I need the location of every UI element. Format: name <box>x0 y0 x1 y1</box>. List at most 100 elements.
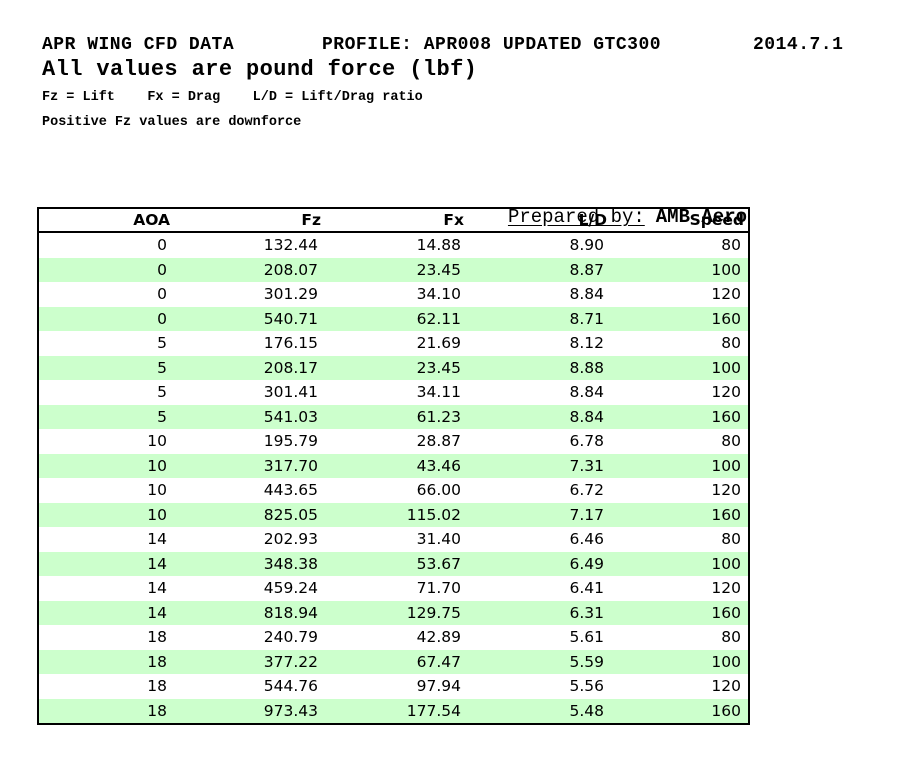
cell-ld: 8.71 <box>569 309 604 328</box>
cell-aoa: 5 <box>157 407 167 426</box>
table-row: 0 132.44 14.88 8.90 80 <box>38 232 749 258</box>
cell-speed: 160 <box>711 603 741 622</box>
cell-aoa: 14 <box>147 554 167 573</box>
cell-speed: 120 <box>711 383 741 402</box>
cell-aoa: 14 <box>147 579 167 598</box>
cell-speed: 80 <box>721 530 741 549</box>
column-header-aoa: AOA <box>38 208 174 233</box>
cell-aoa: 5 <box>157 358 167 377</box>
table-row: 0 208.07 23.45 8.87 100 <box>38 257 749 282</box>
cell-ld: 6.72 <box>569 481 604 500</box>
table-row: 18 377.22 67.47 5.59 100 <box>38 649 749 674</box>
cell-fz: 825.05 <box>263 505 318 524</box>
cell-aoa: 10 <box>147 481 167 500</box>
column-header-fx: Fx <box>325 208 468 233</box>
cell-fz: 540.71 <box>263 309 318 328</box>
cell-fz: 544.76 <box>263 677 318 696</box>
table-row: 5 176.15 21.69 8.12 80 <box>38 331 749 356</box>
cell-speed: 100 <box>711 358 741 377</box>
cell-ld: 6.78 <box>569 432 604 451</box>
profile-label: PROFILE: APR008 UPDATED GTC300 <box>322 35 662 55</box>
cell-fx: 43.46 <box>416 456 461 475</box>
note-line: Positive Fz values are downforce <box>42 115 302 130</box>
table-row: 0 301.29 34.10 8.84 120 <box>38 282 749 307</box>
cell-fz: 208.17 <box>263 358 318 377</box>
cell-speed: 160 <box>711 701 741 720</box>
cell-aoa: 18 <box>147 701 167 720</box>
subtitle: All values are pound force (lbf) <box>42 57 478 82</box>
cell-fx: 21.69 <box>416 334 461 353</box>
cell-aoa: 18 <box>147 628 167 647</box>
cell-ld: 8.84 <box>569 285 604 304</box>
cell-fx: 28.87 <box>416 432 461 451</box>
cell-speed: 120 <box>711 285 741 304</box>
cell-aoa: 10 <box>147 505 167 524</box>
cell-aoa: 14 <box>147 530 167 549</box>
report-title: APR WING CFD DATA <box>42 35 235 55</box>
cell-ld: 8.87 <box>569 260 604 279</box>
cell-fz: 240.79 <box>263 628 318 647</box>
cell-speed: 120 <box>711 481 741 500</box>
cell-ld: 8.88 <box>569 358 604 377</box>
table-row: 10 825.05 115.02 7.17 160 <box>38 502 749 527</box>
cell-fz: 348.38 <box>263 554 318 573</box>
cell-aoa: 14 <box>147 603 167 622</box>
cell-ld: 6.31 <box>569 603 604 622</box>
cell-fx: 71.70 <box>416 579 461 598</box>
table-row: 5 208.17 23.45 8.88 100 <box>38 355 749 380</box>
cell-fx: 67.47 <box>416 652 461 671</box>
table-row: 0 540.71 62.11 8.71 160 <box>38 306 749 331</box>
cell-aoa: 0 <box>157 285 167 304</box>
cell-fz: 132.44 <box>263 236 318 255</box>
cell-fx: 34.11 <box>416 383 461 402</box>
cell-ld: 6.49 <box>569 554 604 573</box>
cell-speed: 120 <box>711 677 741 696</box>
cell-ld: 6.46 <box>569 530 604 549</box>
cell-fz: 973.43 <box>263 701 318 720</box>
cell-fx: 23.45 <box>416 358 461 377</box>
version-date: 2014.7.1 <box>753 35 844 55</box>
column-header-fz: Fz <box>174 208 325 233</box>
cell-aoa: 0 <box>157 236 167 255</box>
table-row: 10 443.65 66.00 6.72 120 <box>38 478 749 503</box>
title-line: APR WING CFD DATA PROFILE: APR008 UPDATE… <box>0 35 910 57</box>
cell-ld: 8.90 <box>569 236 604 255</box>
cell-fx: 177.54 <box>406 701 461 720</box>
cell-aoa: 10 <box>147 456 167 475</box>
cell-aoa: 18 <box>147 652 167 671</box>
table-row: 5 301.41 34.11 8.84 120 <box>38 380 749 405</box>
cell-speed: 100 <box>711 260 741 279</box>
cell-speed: 100 <box>711 554 741 573</box>
table-header-row: AOA Fz Fx L/D Speed <box>38 208 749 233</box>
cell-fz: 377.22 <box>263 652 318 671</box>
table-row: 5 541.03 61.23 8.84 160 <box>38 404 749 429</box>
cell-speed: 80 <box>721 432 741 451</box>
cell-fz: 176.15 <box>263 334 318 353</box>
table-row: 18 544.76 97.94 5.56 120 <box>38 674 749 699</box>
table-row: 10 317.70 43.46 7.31 100 <box>38 453 749 478</box>
table-row: 14 348.38 53.67 6.49 100 <box>38 551 749 576</box>
cell-aoa: 0 <box>157 309 167 328</box>
cell-ld: 5.61 <box>569 628 604 647</box>
cell-fx: 14.88 <box>416 236 461 255</box>
cell-fz: 195.79 <box>263 432 318 451</box>
cell-fz: 202.93 <box>263 530 318 549</box>
cell-speed: 80 <box>721 628 741 647</box>
cell-fx: 97.94 <box>416 677 461 696</box>
cell-fx: 31.40 <box>416 530 461 549</box>
cell-fz: 301.29 <box>263 285 318 304</box>
cell-fz: 541.03 <box>263 407 318 426</box>
cell-fz: 208.07 <box>263 260 318 279</box>
cell-speed: 160 <box>711 309 741 328</box>
cell-ld: 5.48 <box>569 701 604 720</box>
column-header-ld: L/D <box>468 208 611 233</box>
table-row: 14 459.24 71.70 6.41 120 <box>38 576 749 601</box>
cell-fz: 459.24 <box>263 579 318 598</box>
cell-fx: 42.89 <box>416 628 461 647</box>
cell-fx: 115.02 <box>406 505 461 524</box>
cell-speed: 120 <box>711 579 741 598</box>
cell-fz: 443.65 <box>263 481 318 500</box>
cell-aoa: 5 <box>157 334 167 353</box>
table-row: 18 240.79 42.89 5.61 80 <box>38 625 749 650</box>
